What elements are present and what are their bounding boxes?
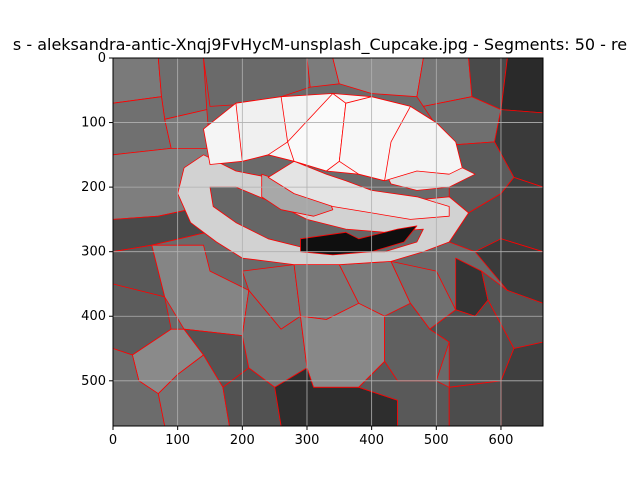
segment-region: [235, 96, 289, 162]
segment-region: [113, 96, 172, 156]
y-tick-label: 200: [81, 180, 106, 195]
y-tick-label: 100: [81, 116, 106, 131]
image-segments: [113, 58, 543, 426]
x-tick-label: 100: [165, 433, 190, 448]
y-tick-label: 500: [81, 374, 106, 389]
x-tick-label: 400: [359, 433, 384, 448]
segment-region: [500, 341, 543, 426]
x-tick-label: 300: [295, 433, 320, 448]
y-axis: 0 100 200 300 400 500: [81, 51, 113, 389]
segment-region: [338, 96, 411, 182]
segment-region: [203, 58, 311, 107]
segment-region: [500, 58, 543, 114]
segment-region: [448, 380, 502, 426]
grid-lines: [112, 57, 543, 426]
chart-title: s - aleksandra-antic-Xnqj9FvHycM-unsplas…: [13, 35, 627, 55]
plot-frame: [112, 57, 544, 427]
y-tick-label: 0: [98, 51, 106, 66]
segment-region: [300, 225, 418, 256]
segment-region: [267, 160, 450, 220]
x-tick-label: 500: [424, 433, 449, 448]
segment-region: [113, 58, 162, 104]
y-tick-label: 300: [81, 245, 106, 260]
segment-region: [157, 58, 208, 120]
x-tick-label: 0: [109, 433, 117, 448]
segment-region: [332, 58, 424, 98]
x-tick-label: 200: [230, 433, 255, 448]
y-tick-label: 400: [81, 309, 106, 324]
x-tick-label: 600: [489, 433, 514, 448]
x-axis: 0 100 200 300 400 500 600: [109, 426, 514, 448]
